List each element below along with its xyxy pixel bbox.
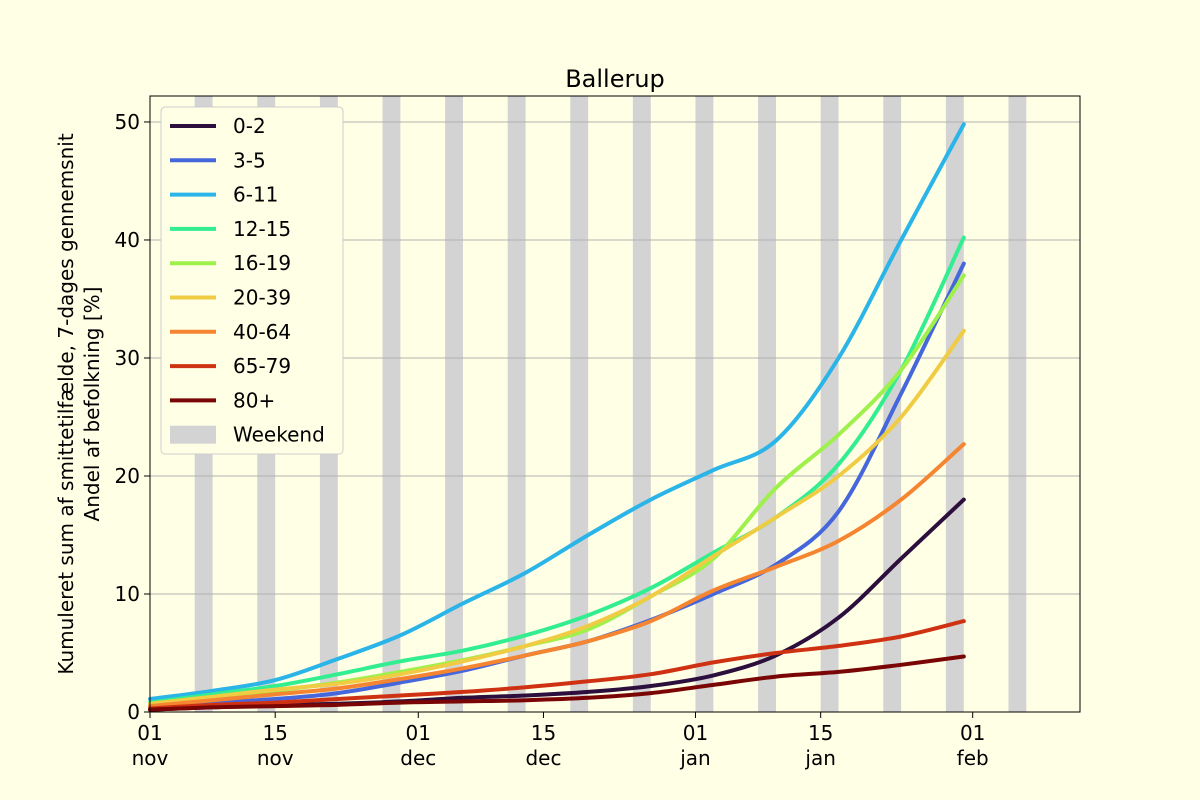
series-line-40-64 [148, 442, 966, 709]
y-tick-label: 10 [115, 582, 140, 606]
legend-label-weekend: Weekend [233, 423, 325, 447]
weekend-bands [194, 96, 1027, 712]
y-tick-label: 30 [115, 346, 140, 370]
series-lines [148, 122, 966, 712]
series-line-6-11 [148, 122, 966, 701]
weekend-band [945, 96, 964, 712]
legend-label: 20-39 [233, 286, 291, 310]
series-line-12-15 [148, 235, 966, 705]
y-axis: 0 10 20 30 40 50 [115, 110, 150, 724]
series-line-80+ [148, 654, 966, 712]
x-tick-label-day: 01 [960, 721, 985, 745]
y-axis-label-line2: Andel af befolkning [%] [80, 287, 104, 522]
legend-label: 40-64 [233, 320, 291, 344]
legend: 0-2 3-5 6-11 12-15 16-19 20-39 40-64 65-79 80+ We… [160, 106, 344, 455]
weekend-band [1008, 96, 1027, 712]
x-tick-label-month: feb [957, 746, 989, 770]
x-tick-label-day: 01 [137, 721, 162, 745]
x-tick-label-month: nov [132, 746, 169, 770]
legend-swatch-weekend [170, 425, 216, 444]
legend-label: 12-15 [233, 217, 291, 241]
x-tick-label-day: 15 [262, 721, 287, 745]
x-tick-label-day: 15 [531, 721, 556, 745]
x-tick-label-month: jan [804, 746, 836, 770]
x-tick-label-month: nov [257, 746, 294, 770]
weekend-band [695, 96, 714, 712]
legend-label: 3-5 [233, 148, 266, 172]
x-tick-label-month: dec [525, 746, 561, 770]
legend-label: 6-11 [233, 183, 278, 207]
legend-label: 80+ [233, 388, 275, 412]
y-tick-label: 40 [115, 228, 140, 252]
y-tick-label: 50 [115, 110, 140, 134]
chart-title: Ballerup [565, 65, 665, 93]
weekend-band [820, 96, 839, 712]
x-tick-label-day: 15 [808, 721, 833, 745]
x-tick-label-month: dec [400, 746, 436, 770]
legend-label: 16-19 [233, 251, 291, 275]
x-tick-label-day: 01 [683, 721, 708, 745]
x-tick-label-month: jan [679, 746, 711, 770]
legend-label: 0-2 [233, 114, 266, 138]
plot-frame [149, 95, 1081, 713]
weekend-band [570, 96, 589, 712]
x-tick-label-day: 01 [406, 721, 431, 745]
y-axis-label-line1: Kumuleret sum af smittetilfælde, 7-dages… [54, 133, 78, 675]
series-line-65-79 [148, 619, 966, 711]
weekend-band [632, 96, 651, 712]
series-line-20-39 [148, 328, 966, 706]
weekend-band [758, 96, 776, 712]
weekend-band [445, 96, 463, 712]
y-tick-label: 0 [127, 700, 140, 724]
y-tick-label: 20 [115, 464, 140, 488]
legend-label: 65-79 [233, 354, 291, 378]
weekend-band [883, 96, 902, 712]
weekend-band [507, 96, 526, 712]
weekend-band [382, 96, 401, 712]
